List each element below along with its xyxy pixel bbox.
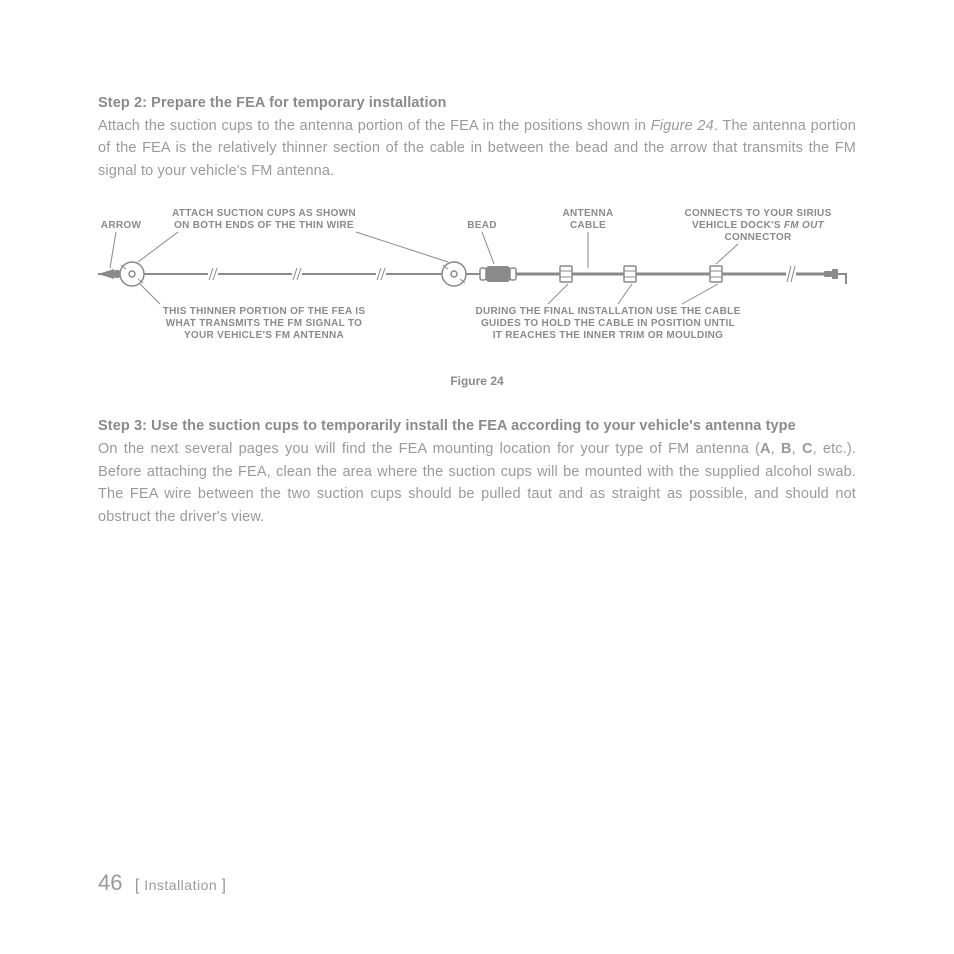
leader-cup2 xyxy=(356,232,448,262)
step-2: Step 2: Prepare the FEA for temporary in… xyxy=(98,95,856,182)
figure-24: ARROW ATTACH SUCTION CUPS AS SHOWN ON BO… xyxy=(98,206,856,366)
bracket-open: [ xyxy=(135,877,140,894)
break-mark-2 xyxy=(292,268,302,280)
leader-guide2 xyxy=(618,284,632,304)
leader-guide3 xyxy=(682,284,718,304)
label-thinner-3: YOUR VEHICLE'S FM ANTENNA xyxy=(184,330,344,341)
label-during-3: IT REACHES THE INNER TRIM OR MOULDING xyxy=(493,330,724,341)
bead-collar-right xyxy=(510,268,516,280)
leader-conn xyxy=(716,244,738,264)
bead-icon xyxy=(486,266,510,282)
label-bead: BEAD xyxy=(467,220,497,231)
label-attach-2: ON BOTH ENDS OF THE THIN WIRE xyxy=(174,220,354,231)
figure-caption: Figure 24 xyxy=(98,374,856,388)
cable-guide-3-icon xyxy=(710,266,722,282)
step-2-body-pre: Attach the suction cups to the antenna p… xyxy=(98,118,651,134)
label-during-2: GUIDES TO HOLD THE CABLE IN POSITION UNT… xyxy=(481,318,735,329)
leader-cup1 xyxy=(138,232,178,262)
footer-section: Installation xyxy=(144,877,217,893)
step-2-body: Attach the suction cups to the antenna p… xyxy=(98,115,856,182)
break-mark-4 xyxy=(786,266,796,282)
cable-guide-1-icon xyxy=(560,266,572,282)
connector-icon xyxy=(824,269,846,284)
label-attach-1: ATTACH SUCTION CUPS AS SHOWN xyxy=(172,208,356,219)
step-2-figref: Figure 24 xyxy=(651,118,714,134)
break-mark-1 xyxy=(208,268,218,280)
step-3-a: A xyxy=(760,441,771,457)
step-3: Step 3: Use the suction cups to temporar… xyxy=(98,418,856,528)
step-3-b: B xyxy=(781,441,792,457)
label-antenna-1: ANTENNA xyxy=(563,208,614,219)
label-thinner-2: WHAT TRANSMITS THE FM SIGNAL TO xyxy=(166,318,363,329)
arrow-tip-icon xyxy=(98,269,114,279)
step-3-body-pre: On the next several pages you will find … xyxy=(98,441,760,457)
label-arrow: ARROW xyxy=(101,220,142,231)
leader-arrow xyxy=(110,232,116,268)
label-connects-1: CONNECTS TO YOUR SIRIUS xyxy=(684,208,831,219)
page-number: 46 xyxy=(98,870,122,895)
step-3-body: On the next several pages you will find … xyxy=(98,438,856,528)
page-footer: 46 [ Installation ] xyxy=(98,870,227,896)
step-3-heading: Step 3: Use the suction cups to temporar… xyxy=(98,418,856,434)
arrow-collar xyxy=(114,270,120,278)
label-connects-3: CONNECTOR xyxy=(725,232,792,243)
step-3-c: C xyxy=(802,441,813,457)
label-thinner-1: THIS THINNER PORTION OF THE FEA IS xyxy=(163,306,366,317)
bracket-close: ] xyxy=(222,877,227,894)
figure-24-diagram: ARROW ATTACH SUCTION CUPS AS SHOWN ON BO… xyxy=(98,206,858,366)
break-mark-3 xyxy=(376,268,386,280)
bead-collar-left xyxy=(480,268,486,280)
cable-guide-2-icon xyxy=(624,266,636,282)
label-during-1: DURING THE FINAL INSTALLATION USE THE CA… xyxy=(475,306,740,317)
leader-guide1 xyxy=(548,284,568,304)
step-2-heading: Step 2: Prepare the FEA for temporary in… xyxy=(98,95,856,111)
page-content: Step 2: Prepare the FEA for temporary in… xyxy=(0,0,954,528)
leader-thinner xyxy=(140,284,160,304)
leader-bead xyxy=(482,232,494,264)
label-antenna-2: CABLE xyxy=(570,220,606,231)
label-connects-2: VEHICLE DOCK'S FM OUT xyxy=(692,220,825,231)
